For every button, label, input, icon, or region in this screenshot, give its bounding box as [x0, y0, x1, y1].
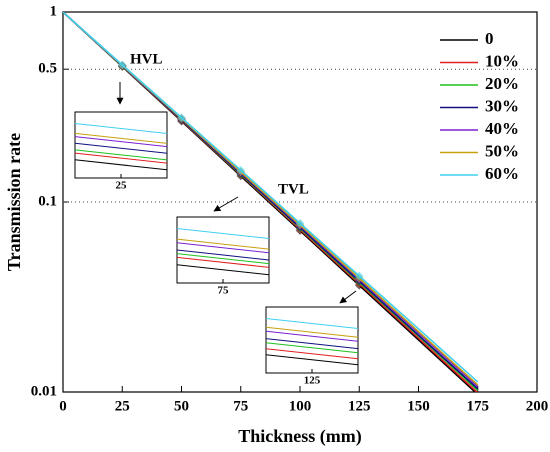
annotation: HVL — [130, 51, 163, 67]
legend-label: 30% — [485, 96, 519, 115]
inset-line — [74, 152, 168, 164]
x-axis-label: Thickness (mm) — [238, 426, 362, 447]
plot-lines — [63, 12, 479, 392]
y-axis-label: Transmission rate — [4, 133, 24, 271]
x-tick-label: 175 — [467, 398, 490, 414]
marker — [118, 60, 127, 70]
x-tick-label: 25 — [115, 398, 130, 414]
inset-line — [74, 142, 168, 154]
y-tick-label: 0.5 — [38, 61, 57, 77]
inset-line — [265, 330, 359, 342]
inset-line — [176, 238, 270, 250]
inset-label: 75 — [218, 285, 230, 297]
marker — [295, 219, 305, 228]
x-tick-label: 200 — [526, 398, 549, 414]
inset-label: 125 — [304, 375, 321, 387]
legend-label: 60% — [485, 164, 519, 183]
marker — [355, 271, 364, 281]
x-tick-label: 100 — [289, 398, 312, 414]
inset-line — [176, 253, 270, 265]
inset-line — [265, 342, 359, 354]
inset-line — [176, 249, 270, 261]
marker — [177, 113, 186, 122]
inset-line — [176, 264, 270, 276]
annotation: TVL — [278, 181, 309, 197]
x-tick-label: 125 — [348, 398, 371, 414]
inset-line — [265, 338, 359, 350]
legend-label: 40% — [485, 119, 519, 138]
x-tick-label: 150 — [407, 398, 430, 414]
y-tick-label: 0.01 — [31, 383, 57, 399]
legend-label: 10% — [485, 51, 519, 70]
inset-line — [265, 318, 359, 329]
inset-line — [176, 242, 270, 254]
inset-line — [74, 123, 168, 134]
inset-line — [265, 354, 359, 366]
inset-line — [74, 149, 168, 161]
inset-line — [74, 159, 168, 171]
inset-line — [74, 136, 168, 148]
inset-line — [265, 348, 359, 360]
marker — [236, 165, 245, 175]
legend-label: 20% — [485, 74, 519, 93]
legend-label: 0 — [485, 29, 494, 48]
x-tick-label: 50 — [174, 398, 189, 414]
arrow — [339, 290, 357, 304]
y-tick-label: 0.1 — [38, 193, 57, 209]
x-tick-label: 75 — [233, 398, 248, 414]
inset-line — [265, 326, 359, 338]
y-tick-label: 1 — [50, 3, 58, 19]
inset-label: 25 — [116, 180, 128, 192]
x-tick-label: 0 — [59, 398, 67, 414]
inset-line — [176, 256, 270, 268]
series-line — [63, 12, 479, 383]
inset-frame — [176, 216, 270, 284]
legend-label: 50% — [485, 141, 519, 160]
arrow — [213, 196, 239, 212]
inset-line — [176, 228, 270, 239]
inset-line — [74, 132, 168, 144]
